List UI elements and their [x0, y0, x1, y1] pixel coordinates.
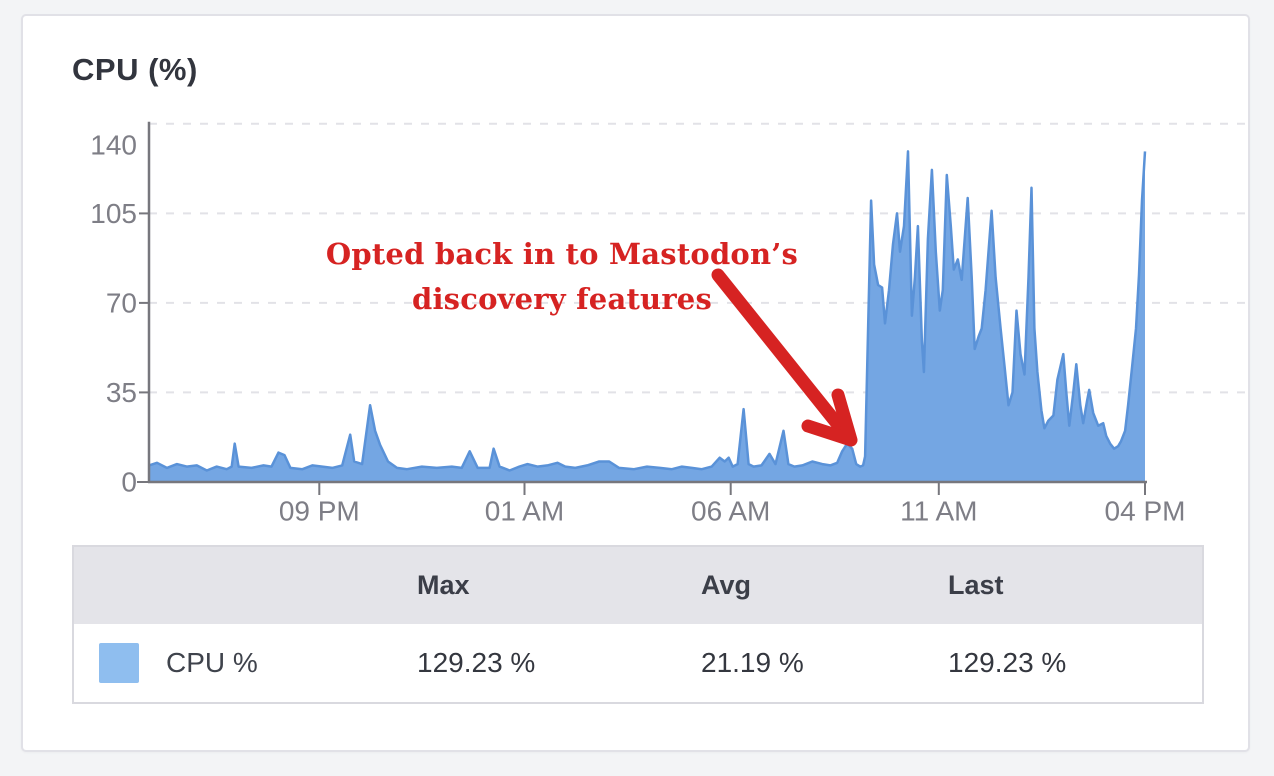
cpu-chart-area: 0 35 70 105 140 09 PM 01 AM 06 AM 11 AM 04 PM Opt…: [23, 16, 1252, 576]
chart-title: CPU (%): [72, 52, 198, 87]
arrow-shaft: [711, 268, 850, 438]
value-max: 129.23 %: [417, 647, 536, 678]
header-last: Last: [948, 570, 1004, 600]
svg-text:11 AM: 11 AM: [900, 496, 977, 527]
series-color-swatch: [99, 643, 139, 683]
annotation-line-2: discovery features: [411, 282, 712, 316]
value-last: 129.23 %: [948, 647, 1067, 678]
arrow-head: [801, 388, 858, 447]
svg-text:105: 105: [90, 198, 137, 229]
svg-text:09 PM: 09 PM: [279, 496, 360, 527]
stats-table: Max Avg Last CPU % 129.23 % 21.19 % 129.…: [72, 545, 1204, 704]
annotation-arrow: [711, 268, 858, 447]
svg-text:06 AM: 06 AM: [691, 496, 770, 527]
annotation-line-1: Opted back in to Mastodon’s: [325, 237, 799, 271]
svg-text:140: 140: [90, 129, 137, 160]
annotation-text: Opted back in to Mastodon’s discovery fe…: [302, 232, 822, 322]
value-avg: 21.19 %: [701, 647, 804, 678]
chart-card: CPU (%) 0 35 70 105 140 09 PM 01 AM 06 AM 11 AM 0…: [21, 14, 1250, 752]
svg-text:0: 0: [121, 467, 137, 498]
series-name: CPU %: [166, 647, 258, 678]
svg-text:04 PM: 04 PM: [1105, 496, 1186, 527]
header-max: Max: [417, 570, 470, 600]
svg-text:35: 35: [106, 377, 137, 408]
stats-table-header: Max Avg Last: [74, 547, 1202, 624]
header-avg: Avg: [701, 570, 752, 600]
table-row: CPU % 129.23 % 21.19 % 129.23 %: [74, 624, 1202, 702]
svg-text:70: 70: [106, 287, 137, 318]
svg-text:01 AM: 01 AM: [485, 496, 564, 527]
series-label-cell: CPU %: [74, 624, 417, 702]
